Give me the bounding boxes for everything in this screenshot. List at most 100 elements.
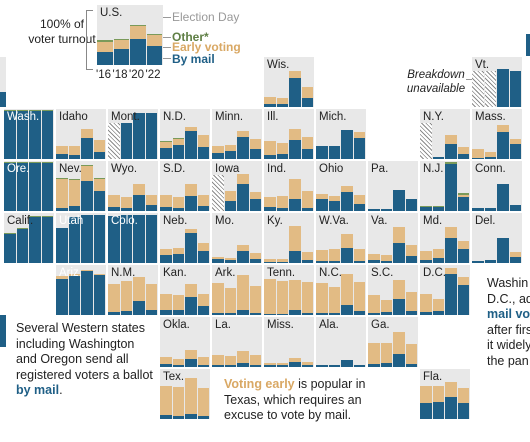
la-early-bar-2020 bbox=[237, 351, 249, 363]
wash-mail-bar-2016 bbox=[4, 110, 16, 159]
ariz-mail-bar-2020 bbox=[81, 271, 93, 315]
s-c-mail-bar-2022 bbox=[405, 311, 418, 315]
s-c-mail-bar-2018 bbox=[380, 312, 393, 315]
idaho-early-bar-2020 bbox=[81, 129, 93, 138]
state-tile-n-c: N.C. bbox=[316, 265, 366, 315]
state-tile-kan: Kan. bbox=[160, 265, 210, 315]
md-mail-bar-2022 bbox=[457, 249, 470, 263]
legend-y-label: 100% of voter turnout bbox=[28, 17, 96, 46]
n-c-early-bar-2022 bbox=[353, 282, 366, 311]
wis-early-bar-2018 bbox=[276, 98, 289, 104]
edge-tile-left-upper bbox=[0, 57, 6, 107]
state-tile-ky: Ky. bbox=[264, 213, 314, 263]
legend-line-early bbox=[163, 47, 171, 48]
wyo-mail-bar-2018 bbox=[120, 207, 133, 211]
state-tile-colo: Colo. bbox=[108, 213, 158, 263]
n-j-mail-bar-2022 bbox=[457, 197, 470, 211]
wyo-mail-bar-2016 bbox=[108, 207, 120, 211]
calif-mail-bar-2022 bbox=[41, 217, 54, 263]
state-tile-w-va: W.Va. bbox=[316, 213, 366, 263]
d-c-mail-bar-2016 bbox=[420, 311, 432, 315]
wis-early-bar-2020 bbox=[289, 71, 301, 78]
ark-mail-bar-2020 bbox=[237, 310, 249, 315]
legend-x-label-2016: '16 bbox=[96, 69, 111, 81]
ohio-early-bar-2022 bbox=[353, 195, 366, 204]
ohio-early-bar-2020 bbox=[341, 186, 353, 192]
state-tile-minn: Minn. bbox=[212, 109, 262, 159]
n-j-mail-bar-2018 bbox=[432, 207, 445, 211]
state-tile-n-d: N.D. bbox=[160, 109, 210, 159]
ind-early-bar-2020 bbox=[289, 179, 301, 199]
state-label-nev: Nev. bbox=[59, 163, 82, 175]
s-c-early-bar-2018 bbox=[380, 300, 393, 312]
okla-mail-bar-2022 bbox=[197, 364, 210, 367]
state-tile-n-j: N.J. bbox=[420, 161, 470, 211]
state-tile-ariz: Ariz. bbox=[56, 265, 106, 315]
western-states-highlight: by mail bbox=[16, 383, 60, 397]
tenn-early-bar-2020 bbox=[289, 280, 301, 310]
n-d-early-bar-2018 bbox=[172, 139, 185, 145]
ore-mail-bar-2016 bbox=[4, 162, 16, 211]
western-states-text-after: . bbox=[59, 383, 63, 397]
nev-mail-bar-2018 bbox=[68, 206, 81, 211]
fla-early-bar-2022 bbox=[457, 388, 470, 403]
state-tile-d-c: D.C. bbox=[420, 265, 470, 315]
texas-early-text: is popular in Texas, which requires an e… bbox=[224, 377, 366, 422]
state-label-ohio: Ohio bbox=[319, 163, 344, 175]
ore-mail-bar-2022 bbox=[41, 162, 54, 211]
ill-early-bar-2020 bbox=[289, 128, 301, 140]
neb-early-bar-2018 bbox=[172, 248, 185, 254]
n-c-mail-bar-2022 bbox=[353, 311, 366, 315]
idaho-mail-bar-2022 bbox=[93, 152, 106, 159]
nev-early-bar-2016 bbox=[56, 178, 68, 208]
fla-mail-bar-2018 bbox=[432, 402, 445, 419]
wash-mail-bar-2022 bbox=[41, 110, 54, 159]
la-mail-bar-2018 bbox=[224, 365, 237, 367]
ark-early-bar-2020 bbox=[237, 275, 249, 310]
state-tile-ala: Ala. bbox=[316, 317, 366, 367]
miss-mail-bar-2020 bbox=[289, 362, 301, 367]
neb-mail-bar-2018 bbox=[172, 254, 185, 263]
n-j-early-bar-2022 bbox=[457, 194, 470, 197]
ky-early-bar-2016 bbox=[264, 259, 276, 262]
state-label-ky: Ky. bbox=[267, 215, 283, 227]
n-m-mail-bar-2016 bbox=[108, 312, 120, 315]
d-c-early-bar-2022 bbox=[457, 277, 470, 285]
n-m-mail-bar-2018 bbox=[120, 311, 133, 315]
va-early-bar-2022 bbox=[405, 244, 418, 256]
idaho-early-bar-2022 bbox=[93, 140, 106, 152]
wis-mail-bar-2018 bbox=[276, 104, 289, 107]
n-d-early-bar-2022 bbox=[197, 134, 210, 147]
mass-mail-bar-2020 bbox=[497, 131, 509, 159]
state-tile-ohio: Ohio bbox=[316, 161, 366, 211]
state-label-utah: Utah bbox=[59, 215, 84, 227]
ky-early-bar-2018 bbox=[276, 259, 289, 262]
mass-mail-bar-2022 bbox=[509, 144, 522, 159]
state-label-n-c: N.C. bbox=[319, 267, 342, 279]
miss-early-bar-2016 bbox=[264, 362, 276, 365]
ohio-early-bar-2018 bbox=[328, 196, 341, 201]
state-label-calif: Calif. bbox=[7, 215, 34, 227]
state-label-kan: Kan. bbox=[163, 267, 187, 279]
s-d-early-bar-2016 bbox=[160, 194, 172, 207]
iowa-early-bar-2022 bbox=[249, 191, 262, 199]
s-d-early-bar-2022 bbox=[197, 195, 210, 206]
ky-mail-bar-2016 bbox=[264, 262, 276, 263]
va-mail-bar-2022 bbox=[405, 255, 418, 263]
utah-mail-bar-2016 bbox=[56, 228, 68, 263]
kan-mail-bar-2018 bbox=[172, 310, 185, 315]
wash-other-bar-2016 bbox=[4, 109, 16, 110]
d-c-early-bar-2020 bbox=[445, 268, 457, 274]
state-tile-s-c: S.C. bbox=[368, 265, 418, 315]
dc-note: Washin D.C., ad mail vot after firs it w… bbox=[487, 276, 530, 369]
kan-early-bar-2020 bbox=[185, 283, 197, 297]
state-label-w-va: W.Va. bbox=[319, 215, 349, 227]
state-label-mass: Mass. bbox=[475, 111, 506, 123]
example-u-s-early-bar-2016 bbox=[97, 41, 113, 52]
example-u-s-other-bar-2018 bbox=[113, 38, 130, 40]
w-va-mail-bar-2020 bbox=[341, 248, 353, 263]
neb-early-bar-2022 bbox=[197, 243, 210, 251]
ore-other-bar-2022 bbox=[41, 161, 54, 162]
okla-mail-bar-2016 bbox=[160, 364, 172, 367]
ind-early-bar-2016 bbox=[264, 197, 276, 207]
